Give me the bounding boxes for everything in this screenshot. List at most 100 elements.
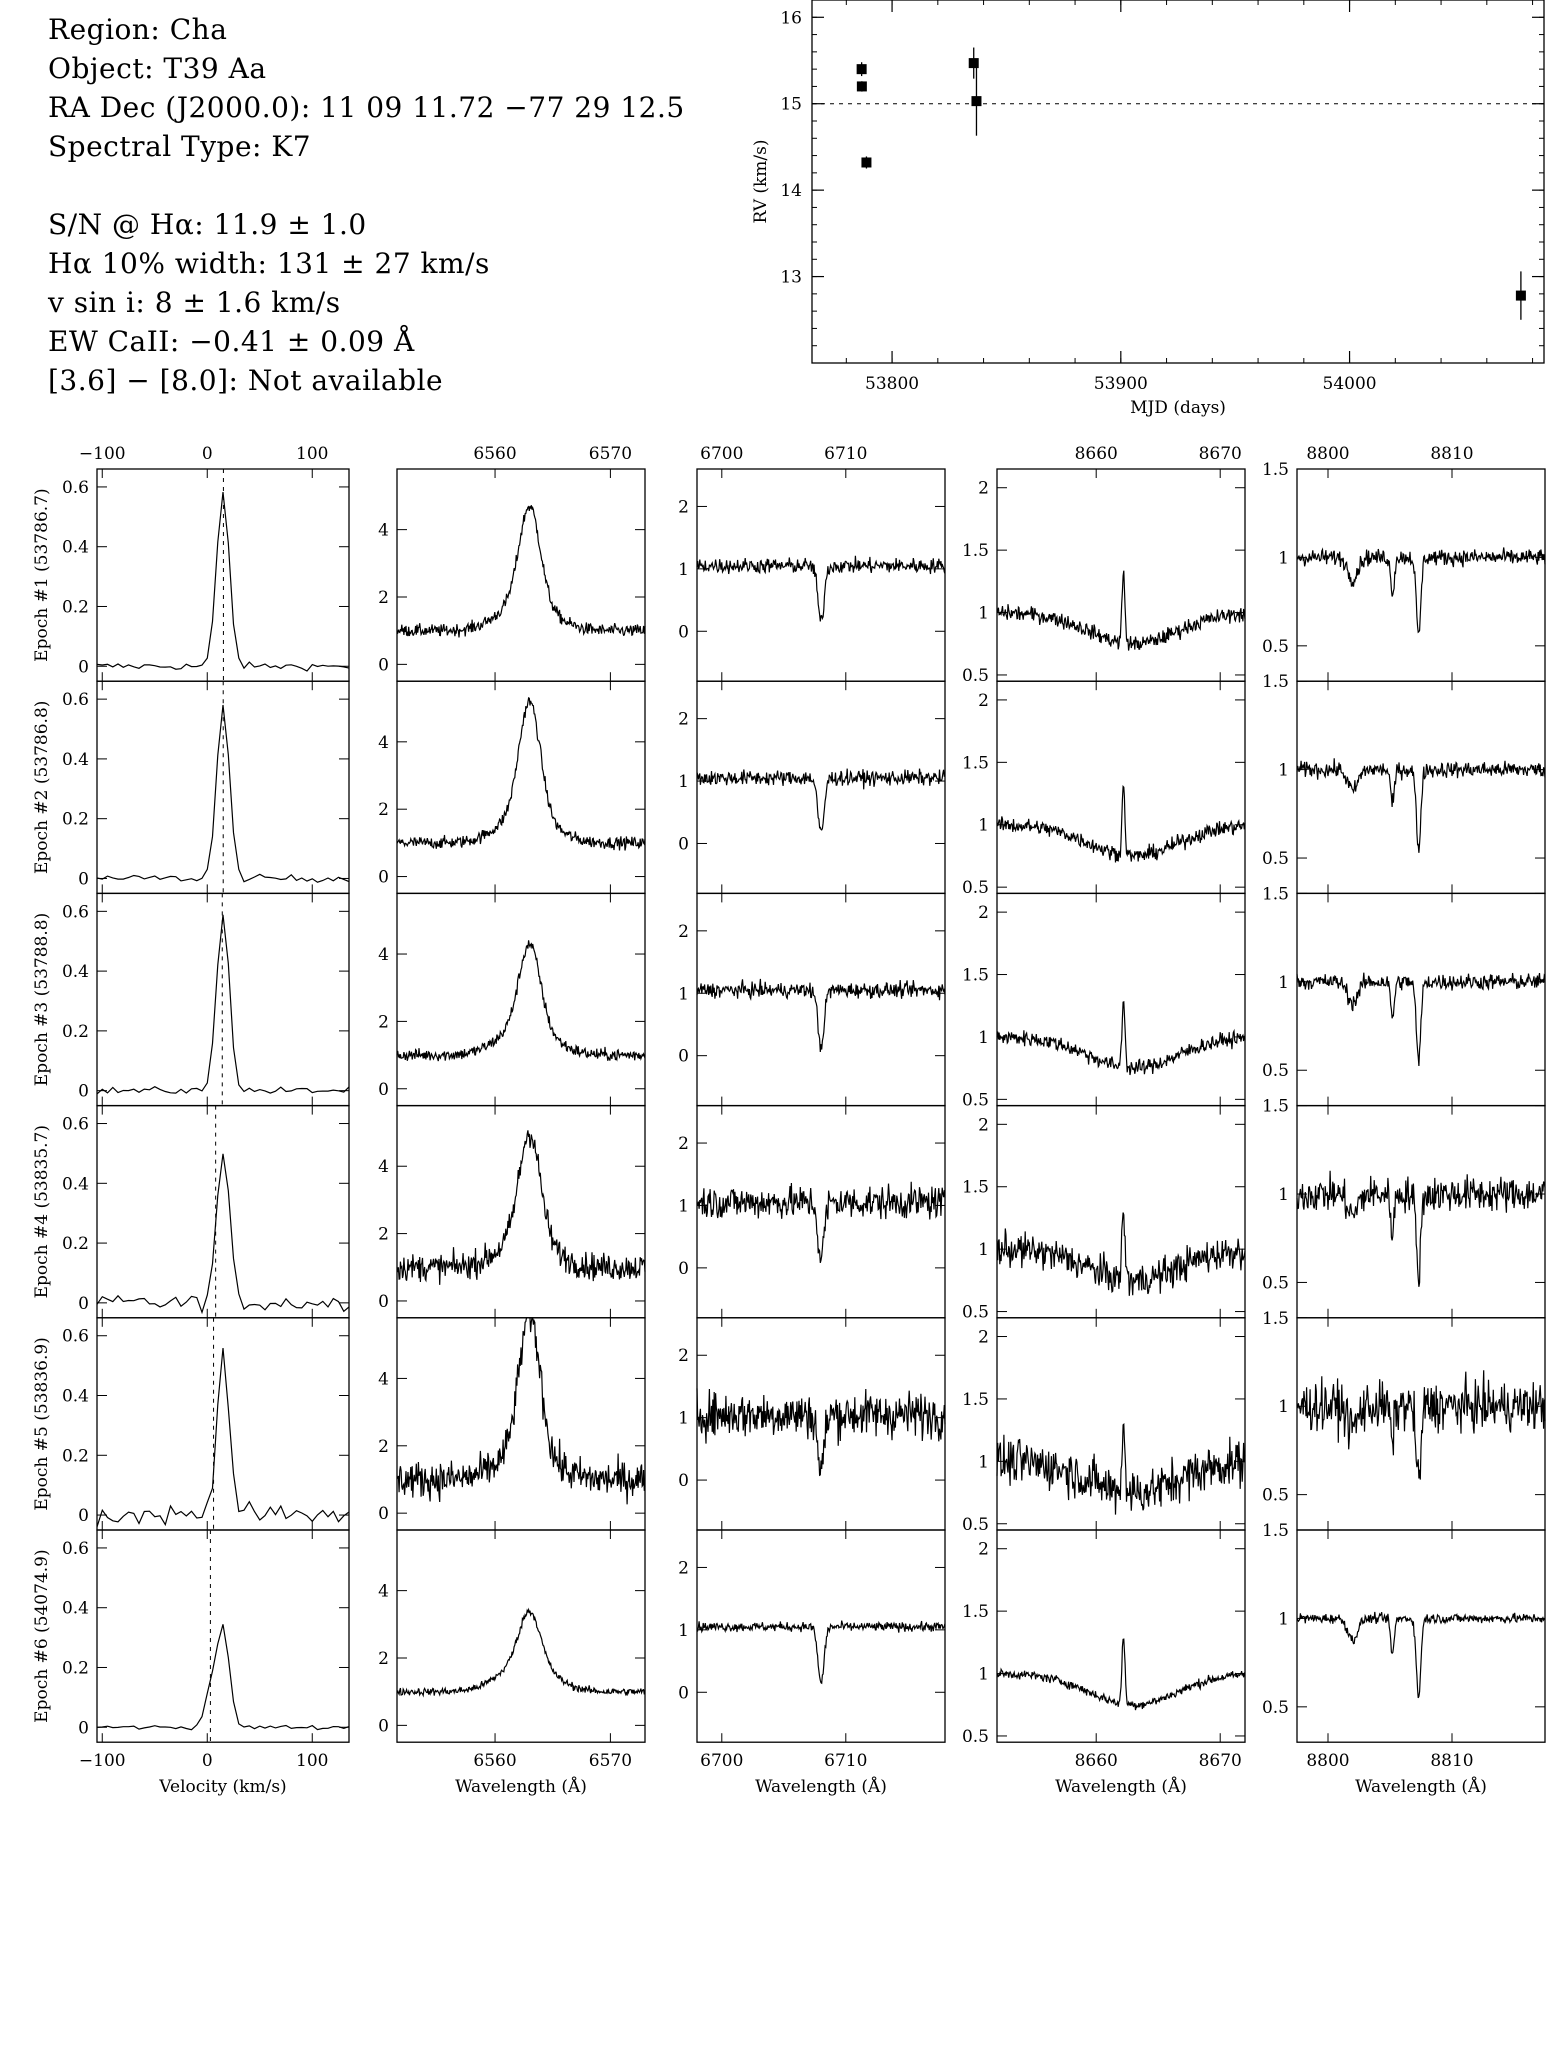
spectrum-y-tick-label: 2: [678, 922, 689, 942]
rv-x-tick-label: 53900: [1094, 374, 1148, 394]
spectrum-bottom-tick-label: 6700: [700, 1751, 743, 1771]
rv-data-point: [856, 81, 867, 92]
spectrum-y-tick-label: 0: [78, 1506, 89, 1526]
spectrum-y-tick-label: 0: [378, 868, 389, 888]
spectrum-y-tick-label: 4: [378, 1369, 389, 1389]
spectrum-y-tick-label: 0: [78, 1082, 89, 1102]
spectrum-curve: [696, 1388, 946, 1477]
spectrum-panel-frame: [396, 468, 646, 682]
spectrum-x-axis-label: Wavelength (Å): [755, 1776, 887, 1797]
spectrum-x-axis-label: Wavelength (Å): [1355, 1776, 1487, 1797]
spectrum-y-tick-label: 2: [978, 1115, 989, 1135]
spectrum-y-tick-label: 0.4: [62, 1599, 89, 1619]
spectrum-curve: [996, 1001, 1246, 1076]
spectrum-curve: [96, 491, 350, 672]
spectrum-y-tick-label: 0.5: [962, 1303, 989, 1323]
spectrum-y-tick-label: 4: [378, 733, 389, 753]
spectrum-y-tick-label: 0.4: [62, 1387, 89, 1407]
spectrum-y-tick-label: 0.4: [62, 1174, 89, 1194]
spectrum-y-tick-label: 2: [978, 1328, 989, 1348]
spectrum-y-tick-label: 0.6: [62, 1115, 89, 1135]
spectrum-panel-frame: [996, 468, 1246, 682]
spectrum-y-tick-label: 1: [1278, 1397, 1289, 1417]
spectrum-y-tick-label: 2: [978, 691, 989, 711]
spectrum-panel-frame: [96, 1104, 350, 1319]
spectrum-bottom-tick-label: 8800: [1306, 1751, 1349, 1771]
spectrum-y-tick-label: 2: [378, 1225, 389, 1245]
spectrum-y-tick-label: 0.6: [62, 1327, 89, 1347]
spectrum-y-tick-label: 0.5: [1262, 637, 1289, 657]
spectrum-panel-frame: [1296, 1317, 1546, 1531]
rv-data-point: [1515, 290, 1526, 301]
ew-caii-label: EW CaII: −0.41 ± 0.09 Å: [48, 325, 415, 358]
spectrum-y-tick-label: 1.5: [1262, 884, 1289, 904]
spectrum-curve: [996, 1423, 1246, 1515]
spectrum-curve: [1296, 1370, 1546, 1480]
spectrum-panel-frame: [396, 1104, 646, 1319]
spectrum-y-tick-label: 1.5: [1262, 1521, 1289, 1541]
rv-y-axis-label: RV (km/s): [751, 139, 771, 223]
spectrum-y-tick-label: 0: [378, 655, 389, 675]
spectrum-curve: [396, 505, 646, 638]
spectrum-curve: [996, 784, 1246, 863]
spectrum-panel-frame: [1296, 1104, 1546, 1319]
spectrum-curve: [96, 1624, 350, 1731]
rv-y-tick-label: 13: [780, 268, 802, 288]
spectrum-y-tick-label: 1.5: [962, 753, 989, 773]
spectrum-panel-frame: [1296, 468, 1546, 682]
spectrum-panel-frame: [696, 1104, 946, 1319]
spectrum-y-tick-label: 0: [678, 834, 689, 854]
spectrum-y-tick-label: 2: [978, 1540, 989, 1560]
epoch-label: Epoch #3 (53788.8): [32, 913, 52, 1086]
spectrum-y-tick-label: 0.5: [1262, 1273, 1289, 1293]
region-label: Region: Cha: [48, 13, 228, 46]
spectrum-panel-frame: [996, 1104, 1246, 1319]
spectrum-y-tick-label: 0: [378, 1080, 389, 1100]
spectrum-panel-frame: [996, 1529, 1246, 1743]
rv-y-tick-label: 15: [780, 95, 802, 115]
spectrum-y-tick-label: 2: [378, 1437, 389, 1457]
spectrum-y-tick-label: 0: [78, 1294, 89, 1314]
spectrum-y-tick-label: 1.5: [962, 1390, 989, 1410]
spectrum-bottom-tick-label: 100: [296, 1751, 328, 1771]
spectrum-y-tick-label: 2: [678, 710, 689, 730]
spectrum-y-tick-label: 1.5: [962, 1602, 989, 1622]
spectrum-top-tick-label: 8660: [1075, 444, 1118, 464]
spectrum-y-tick-label: 0.5: [962, 878, 989, 898]
spectrum-y-tick-label: 0.5: [962, 1515, 989, 1535]
epoch-label: Epoch #1 (53786.7): [32, 488, 52, 661]
rv-x-tick-label: 53800: [865, 374, 919, 394]
spectrum-y-tick-label: 0.5: [1262, 1486, 1289, 1506]
spectrum-y-tick-label: 0.2: [62, 1234, 89, 1254]
spectrum-y-tick-label: 1: [1278, 973, 1289, 993]
spectrum-curve: [1296, 1611, 1546, 1699]
spectrum-curve: [96, 1347, 350, 1528]
spectrum-y-tick-label: 0: [678, 1259, 689, 1279]
rv-plot-frame: [811, 0, 1545, 364]
spectrum-bottom-tick-label: 0: [202, 1751, 213, 1771]
spectrum-y-tick-label: 4: [378, 945, 389, 965]
spectrum-y-tick-label: 2: [378, 1012, 389, 1032]
spectrum-panel-frame: [396, 892, 646, 1107]
spectrum-top-tick-label: 6710: [824, 444, 867, 464]
epoch-label: Epoch #6 (54074.9): [32, 1549, 52, 1722]
spectrum-curve: [396, 1607, 646, 1698]
spectrum-y-tick-label: 1: [1278, 1185, 1289, 1205]
spectrum-y-tick-label: 1.5: [1262, 1097, 1289, 1117]
spectrum-panel-frame: [396, 1529, 646, 1743]
spectrum-curve: [96, 1153, 350, 1315]
epoch-label: Epoch #5 (53836.9): [32, 1337, 52, 1510]
spectrum-y-tick-label: 0: [378, 1292, 389, 1312]
rv-x-axis-label: MJD (days): [1130, 398, 1226, 418]
spectrum-y-tick-label: 0: [378, 1504, 389, 1524]
spectrum-x-axis-label: Wavelength (Å): [455, 1776, 587, 1797]
spectrum-top-tick-label: 8670: [1199, 444, 1242, 464]
spectrum-curve: [1296, 547, 1546, 634]
spectrum-top-tick-label: −100: [79, 444, 126, 464]
spectrum-y-tick-label: 0: [678, 1471, 689, 1491]
spectrum-y-tick-label: 1.5: [962, 541, 989, 561]
spectrum-x-axis-label: Velocity (km/s): [158, 1777, 286, 1797]
spectrum-y-tick-label: 2: [678, 1558, 689, 1578]
spectrum-y-tick-label: 0.2: [62, 597, 89, 617]
spectrum-y-tick-label: 1: [1278, 548, 1289, 568]
